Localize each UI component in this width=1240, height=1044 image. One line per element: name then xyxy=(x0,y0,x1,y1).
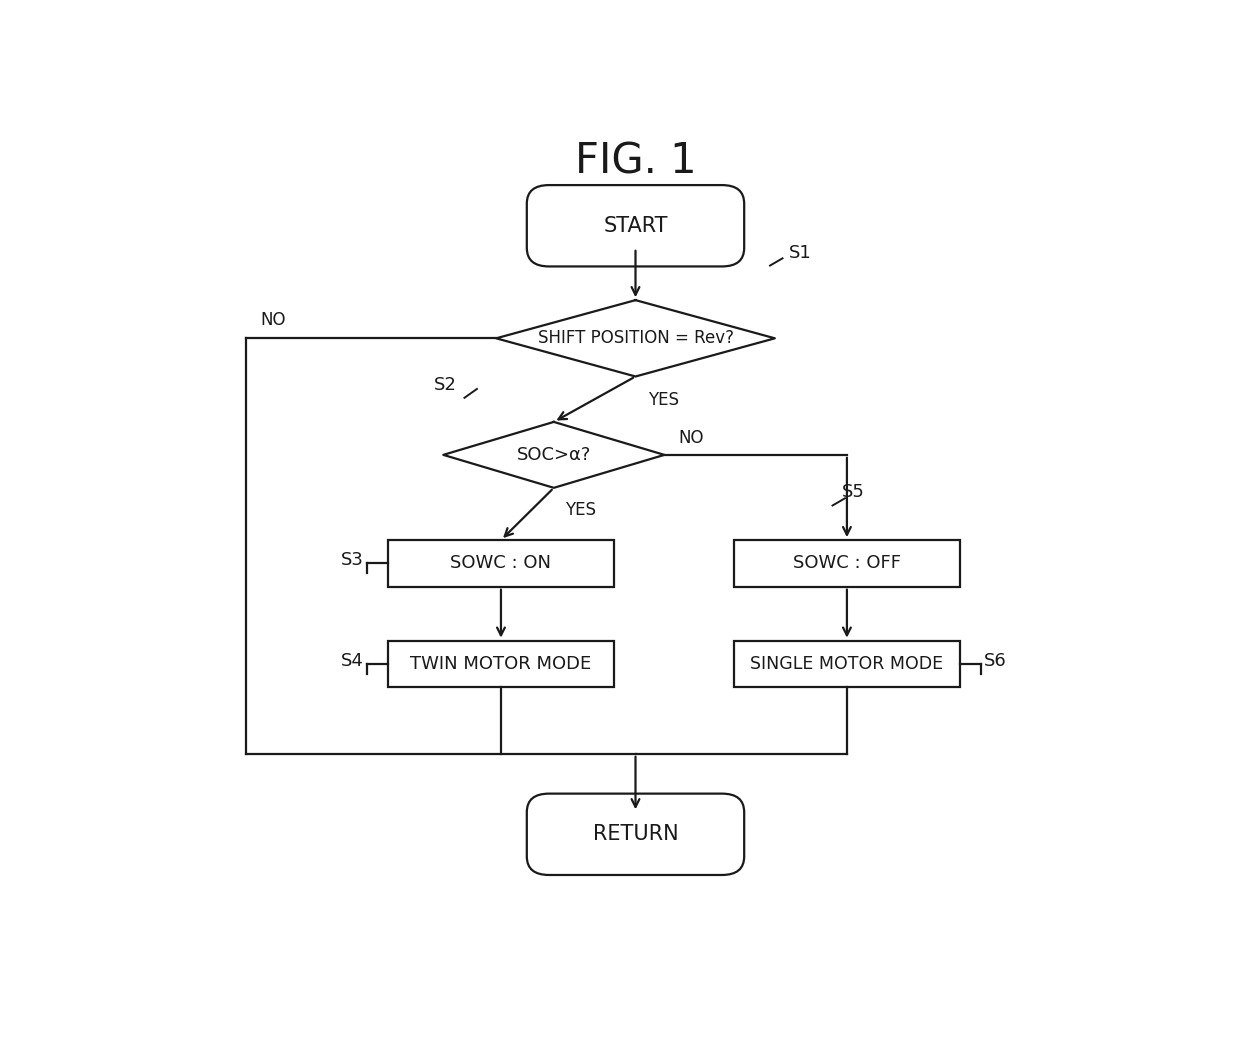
Bar xyxy=(388,641,614,687)
Text: YES: YES xyxy=(565,501,596,519)
Text: S6: S6 xyxy=(983,651,1007,669)
Text: TWIN MOTOR MODE: TWIN MOTOR MODE xyxy=(410,655,591,673)
Text: S1: S1 xyxy=(789,243,812,262)
Text: NO: NO xyxy=(260,311,286,329)
FancyBboxPatch shape xyxy=(527,793,744,875)
Polygon shape xyxy=(444,422,665,488)
Bar xyxy=(734,540,960,587)
Text: S5: S5 xyxy=(842,483,866,501)
Text: SOWC : ON: SOWC : ON xyxy=(450,554,552,572)
Bar xyxy=(734,641,960,687)
Text: RETURN: RETURN xyxy=(593,825,678,845)
Text: S2: S2 xyxy=(434,376,456,394)
Text: S3: S3 xyxy=(341,551,365,569)
Text: S4: S4 xyxy=(341,651,365,669)
Text: START: START xyxy=(603,216,668,236)
Text: SHIFT POSITION = Rev?: SHIFT POSITION = Rev? xyxy=(537,329,734,348)
Text: SINGLE MOTOR MODE: SINGLE MOTOR MODE xyxy=(750,655,944,673)
Text: FIG. 1: FIG. 1 xyxy=(574,141,697,183)
Polygon shape xyxy=(496,300,775,377)
Text: SOC>α?: SOC>α? xyxy=(517,446,591,464)
Bar xyxy=(388,540,614,587)
Text: YES: YES xyxy=(649,390,680,409)
Text: SOWC : OFF: SOWC : OFF xyxy=(792,554,901,572)
FancyBboxPatch shape xyxy=(527,185,744,266)
Text: NO: NO xyxy=(678,429,704,447)
